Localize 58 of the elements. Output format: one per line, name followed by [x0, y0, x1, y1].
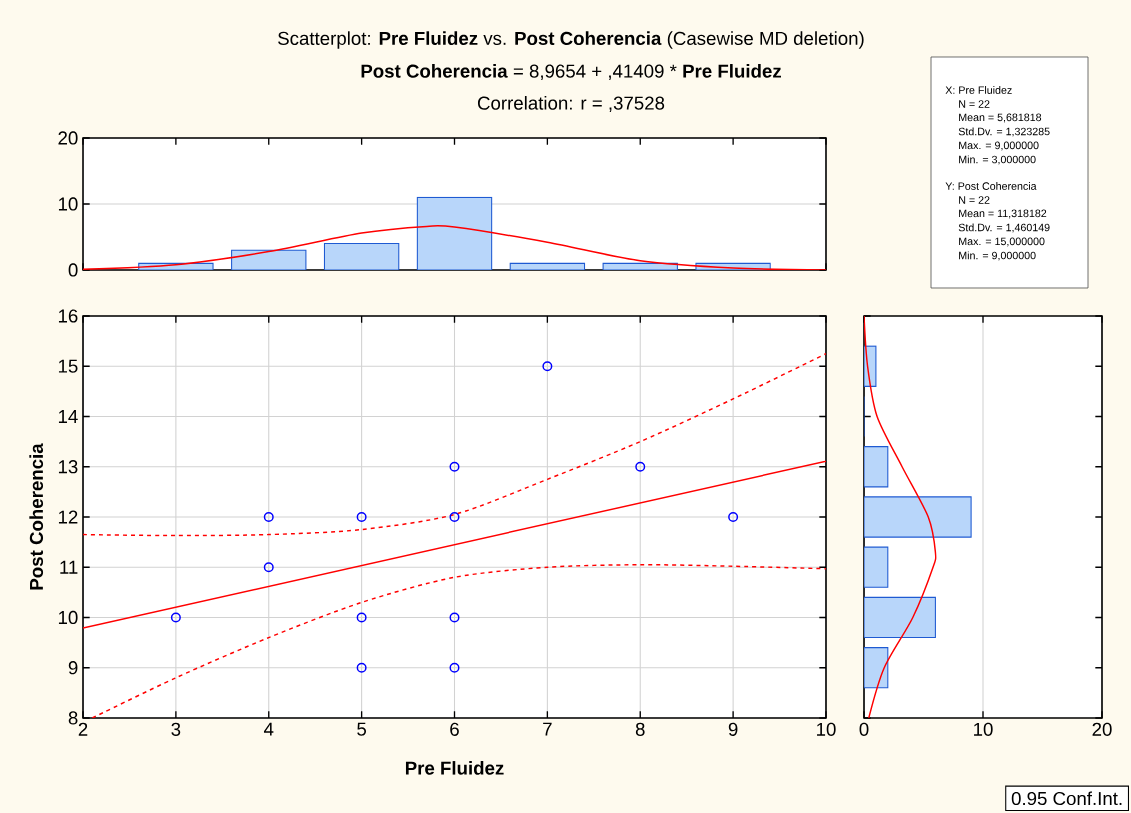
y-tick-label: 13: [58, 460, 78, 474]
x-tick-label: 5: [357, 722, 367, 736]
y-tick-label: 0: [68, 263, 78, 277]
point: [449, 662, 460, 673]
text: Y: Post Coherencia: [945, 182, 1037, 190]
point: [356, 662, 367, 673]
chart-title: Scatterplot: Pre Fluidez vs. Post Coherencia (Casewise MD deletion): [278, 31, 864, 49]
line-series: [91, 563, 826, 718]
point: [263, 562, 274, 573]
x-tick-label: 9: [728, 722, 738, 736]
text: Std.Dv. = 1,460149: [958, 223, 1050, 233]
y-tick-label: 16: [58, 309, 78, 323]
x-tick-label: 6: [450, 722, 459, 736]
x-tick-label: 7: [543, 722, 552, 736]
text: Max. = 9,000000: [959, 141, 1039, 151]
y-tick-label: 10: [58, 610, 78, 625]
text: N = 22: [959, 100, 990, 108]
text: Std.Dv. = 1,323285: [958, 127, 1050, 137]
x-tick-label: 2: [78, 722, 88, 736]
text: X: Pre Fluidez: [945, 86, 1012, 94]
x-tick-label: 4: [263, 722, 274, 736]
x-tick-label: 3: [171, 722, 181, 736]
text: Min. = 9,000000: [959, 251, 1036, 261]
x-axis-title: Pre Fluidez: [405, 761, 504, 775]
text: Min. = 3,000000: [959, 155, 1036, 165]
y-tick-label: 11: [60, 560, 78, 574]
text: Correlation: r = ,37528: [477, 96, 665, 112]
chart-subtitle: Post Coherencia = 8,9654 + ,41409 *Pre Fluidez: [361, 64, 781, 80]
point: [449, 511, 460, 522]
point: [449, 612, 460, 623]
y-tick-label: 9: [68, 661, 78, 675]
y-axis-title: Post Coherencia: [29, 443, 44, 590]
text: Mean = 5,681818: [959, 113, 1042, 123]
line-series: [83, 225, 826, 270]
point: [542, 361, 553, 372]
point: [635, 461, 646, 472]
text: 0.95 Conf.Int.: [1011, 791, 1122, 806]
text: Mean = 11,318182: [959, 209, 1047, 219]
y-tick-label: 12: [58, 510, 78, 524]
text: Max. = 15,000000: [959, 237, 1045, 247]
x-tick-label: 10: [974, 722, 993, 736]
x-tick-label: 20: [1092, 722, 1112, 736]
y-tick-label: 14: [58, 410, 78, 423]
text: N = 22: [959, 196, 990, 204]
x-tick-label: 10: [817, 722, 836, 736]
point: [356, 612, 367, 623]
line-series: [83, 352, 826, 537]
point: [449, 461, 460, 472]
x-tick-label: 0: [859, 722, 869, 736]
y-tick-label: 10: [58, 197, 78, 211]
y-tick-label: 20: [58, 131, 78, 145]
point: [170, 612, 181, 623]
point: [356, 511, 367, 522]
point: [263, 511, 274, 522]
x-tick-label: 8: [635, 722, 645, 736]
point: [728, 511, 739, 522]
y-tick-label: 8: [68, 711, 78, 725]
y-tick-label: 15: [58, 359, 78, 373]
